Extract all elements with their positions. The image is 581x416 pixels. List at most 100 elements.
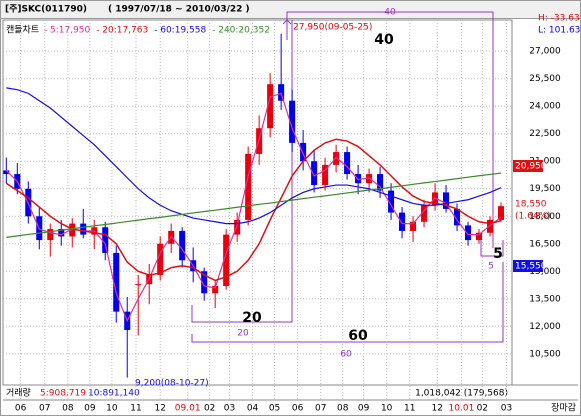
ma-line bbox=[6, 172, 502, 238]
grid bbox=[3, 20, 512, 400]
annotation: 40 bbox=[384, 8, 396, 18]
candle-body bbox=[443, 192, 450, 209]
cycle-lines bbox=[191, 11, 504, 343]
x-tick-label: 10.01 bbox=[449, 404, 475, 414]
x-tick-label: 03 bbox=[224, 404, 235, 414]
y-tick-label: 27,000 bbox=[529, 47, 561, 57]
legend-label: 60:19,558 bbox=[160, 26, 206, 36]
candle-body bbox=[377, 174, 384, 191]
annotation: 9,200(08-10-27) bbox=[135, 379, 209, 389]
cycle-60-line bbox=[191, 262, 504, 343]
candle-body bbox=[80, 223, 87, 235]
x-tick-label: 02 bbox=[204, 404, 215, 414]
volume-ma10: 10:891,140 bbox=[88, 389, 140, 399]
candle-body bbox=[388, 190, 395, 213]
candle-body bbox=[58, 229, 65, 237]
price-label: (1.64%) bbox=[515, 212, 551, 222]
candle-body bbox=[486, 219, 494, 233]
legend-label: 240:20,352 bbox=[218, 26, 270, 36]
candle-body bbox=[245, 153, 252, 220]
y-tick-label: 15,000 bbox=[529, 267, 561, 277]
candle-body bbox=[366, 174, 373, 184]
legend-dash: - bbox=[44, 26, 47, 36]
candle-body bbox=[267, 84, 274, 129]
cycle-5-line bbox=[480, 240, 504, 257]
chart-subtitle: ( 1997/07/18 ~ 2010/03/22 ) bbox=[108, 5, 250, 15]
l-label: L: 101.63 bbox=[538, 26, 580, 36]
candle-body bbox=[179, 230, 186, 261]
candle-body bbox=[311, 161, 318, 186]
annotation: 40 bbox=[374, 32, 394, 48]
y-tick-label: 12,000 bbox=[529, 322, 561, 332]
y-tick-label: 25,500 bbox=[529, 74, 561, 84]
candle-body bbox=[201, 271, 208, 294]
x-tick-label: 04 bbox=[247, 404, 259, 414]
annotation: 20 bbox=[237, 329, 249, 339]
annotation: 27,950(09-05-25) bbox=[293, 23, 372, 33]
chart-title: [주]SKC(011790) bbox=[5, 4, 87, 15]
x-tick-label: 08 bbox=[337, 404, 349, 414]
volume-last: 1,018,042 (179,568) bbox=[415, 389, 508, 399]
annotation: 60 bbox=[340, 350, 352, 360]
x-tick-label: 07 bbox=[39, 404, 50, 414]
candle-body bbox=[454, 208, 461, 226]
cycle-20-line bbox=[191, 20, 293, 323]
x-tick-label: 11 bbox=[404, 404, 415, 414]
x-tick-label: 09.01 bbox=[175, 404, 201, 414]
ma-line bbox=[5, 138, 502, 282]
candle-body bbox=[421, 205, 428, 222]
x-tick-label: 12 bbox=[154, 404, 165, 414]
annotation: 60 bbox=[348, 328, 368, 344]
price-label: 20,950 bbox=[515, 162, 547, 172]
ma-line bbox=[5, 92, 502, 323]
candle-body bbox=[47, 229, 54, 241]
x-tick-label: 06 bbox=[292, 404, 304, 414]
candle-body bbox=[113, 252, 120, 312]
legend-label: 5:17,950 bbox=[50, 26, 91, 36]
y-tick-label: 21,000 bbox=[529, 157, 561, 167]
y-tick-label: 19,500 bbox=[529, 184, 561, 194]
chart-label: 캔들차트 bbox=[6, 24, 39, 36]
candle-body bbox=[322, 164, 329, 186]
candle-body bbox=[223, 234, 230, 286]
x-tick-label: 09 bbox=[358, 404, 370, 414]
candle-body bbox=[212, 285, 219, 294]
candle-body bbox=[102, 227, 109, 253]
y-tick-label: 13,500 bbox=[529, 294, 561, 304]
candle-body bbox=[475, 232, 483, 241]
candle-body bbox=[278, 84, 285, 101]
x-tick-label: 09 bbox=[84, 404, 96, 414]
y-tick-label: 22,500 bbox=[529, 129, 561, 139]
candle-body bbox=[399, 212, 406, 231]
candle-body bbox=[410, 221, 417, 231]
annotation: 20 bbox=[242, 310, 262, 326]
status: 장마감 bbox=[551, 402, 576, 414]
annotation: 5 bbox=[488, 262, 494, 272]
x-tick-label: 08 bbox=[62, 404, 74, 414]
y-tick-label: 18,000 bbox=[529, 212, 561, 222]
x-tick-label: 10 bbox=[106, 404, 118, 414]
legend-dash: - bbox=[96, 26, 99, 36]
volume-ma5: 5:908,719 bbox=[40, 389, 86, 399]
x-tick-label: 12 bbox=[432, 404, 443, 414]
volume-label: 거래량 bbox=[6, 387, 31, 399]
candle-body bbox=[289, 100, 296, 143]
annotation: 5 bbox=[493, 246, 503, 262]
x-tick-label: 03 bbox=[501, 404, 512, 414]
candle-body bbox=[69, 223, 76, 237]
candle-body bbox=[465, 225, 472, 241]
candle-body bbox=[344, 152, 351, 175]
h-label: H: -33.63 bbox=[538, 14, 580, 24]
y-tick-label: 24,000 bbox=[529, 102, 561, 112]
candle-body bbox=[3, 170, 10, 175]
legend-dash: - bbox=[154, 26, 157, 36]
candle-body bbox=[300, 142, 307, 162]
legend-label: 20:17,763 bbox=[102, 26, 148, 36]
arrow bbox=[282, 19, 292, 25]
x-tick-label: 07 bbox=[315, 404, 326, 414]
cycle-40-line bbox=[286, 11, 494, 248]
candle-body bbox=[135, 284, 142, 286]
price-label: 18,550 bbox=[515, 200, 547, 210]
